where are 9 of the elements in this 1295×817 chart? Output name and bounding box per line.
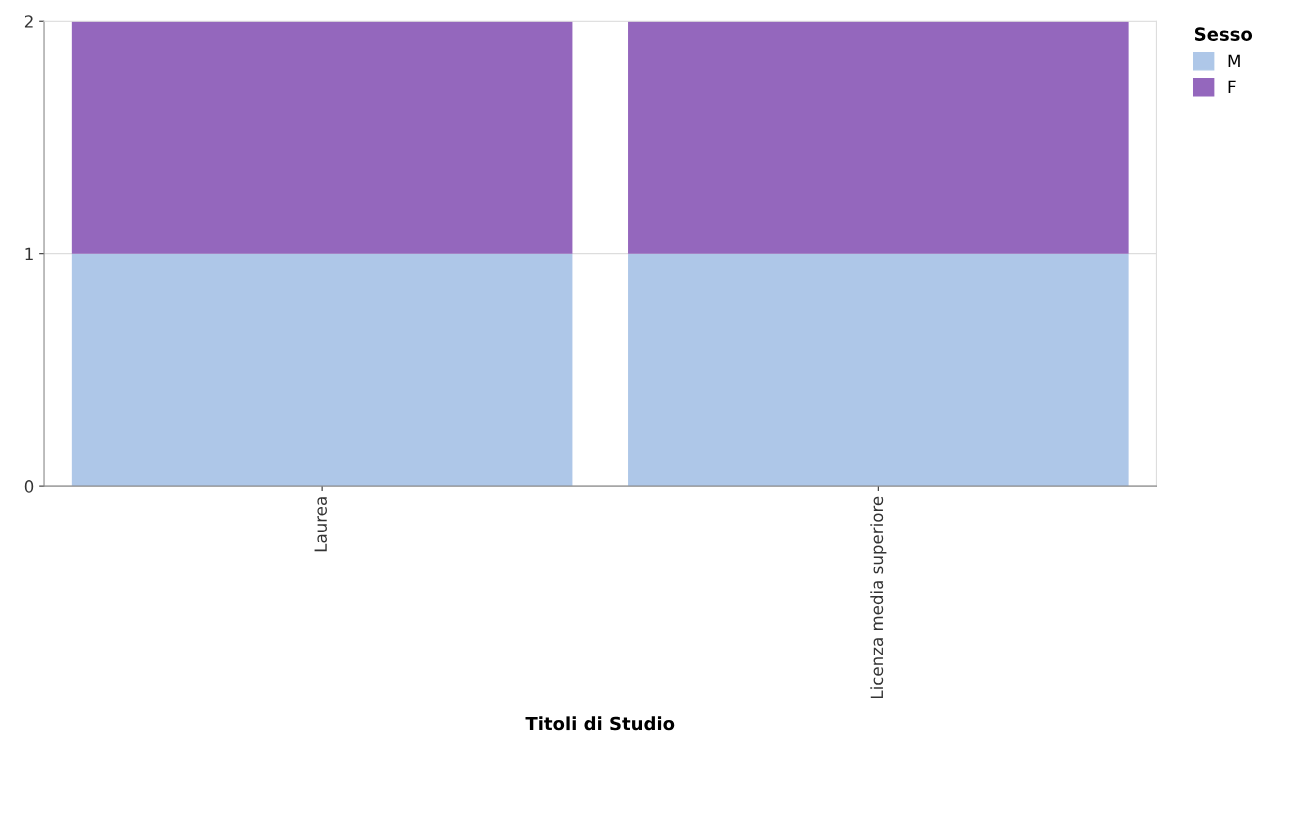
x-tick-label: Laurea [314,497,327,552]
y-tick-label: 2 [24,15,33,28]
legend-label: F [1228,80,1236,93]
legend-title: Sesso [1194,27,1253,41]
x-axis-title: Titoli di Studio [525,716,675,731]
legend-label: M [1228,54,1240,67]
y-tick-label: 0 [24,480,34,493]
x-tick-label: Licenza media superiore [870,496,887,699]
y-tick-label: 1 [25,247,33,261]
